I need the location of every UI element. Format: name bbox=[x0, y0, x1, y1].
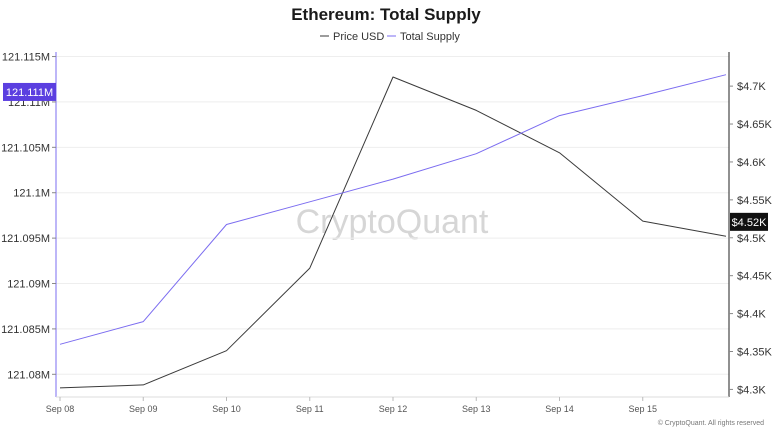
series-line-price bbox=[59, 76, 727, 389]
chart-title: Ethereum: Total Supply bbox=[291, 5, 481, 24]
legend-label-total-supply: Total Supply bbox=[400, 31, 460, 43]
x-tick-label: Sep 13 bbox=[462, 404, 491, 414]
legend-item-total-supply[interactable]: Total Supply bbox=[387, 31, 460, 43]
watermark: CryptoQuant bbox=[296, 203, 489, 241]
y-left-tick-label: 121.1M bbox=[13, 188, 50, 200]
y-left-tick-label: 121.105M bbox=[1, 142, 50, 154]
y-right-tick-label: $4.65K bbox=[737, 119, 773, 131]
x-tick-label: Sep 14 bbox=[545, 404, 574, 414]
y-right-tick-label: $4.7K bbox=[737, 81, 766, 93]
y-right-tick-label: $4.45K bbox=[737, 271, 773, 283]
copyright-notice: © CryptoQuant. All rights reserved bbox=[658, 419, 764, 427]
y-right-tick-label: $4.5K bbox=[737, 233, 766, 245]
current-value-badges: 121.111M $4.52K bbox=[3, 82, 768, 231]
y-right-tick-label: $4.55K bbox=[737, 195, 773, 207]
y-left-tick-label: 121.115M bbox=[2, 52, 50, 64]
current-supply-badge bbox=[3, 82, 56, 101]
y-right-tick-label: $4.3K bbox=[737, 384, 766, 396]
y-axis-right-ticks: $4.3K $4.35K $4.4K $4.45K $4.5K $4.55K $4.6K $4… bbox=[729, 81, 773, 396]
x-tick-label: Sep 12 bbox=[379, 404, 408, 414]
legend-item-price[interactable]: Price USD bbox=[320, 31, 384, 43]
current-price-badge-label: $4.52K bbox=[732, 217, 768, 229]
current-supply-badge-label: 121.111M bbox=[6, 87, 53, 99]
y-left-tick-label: 121.095M bbox=[1, 233, 50, 245]
y-axis-left-ticks: 121.08M 121.085M 121.09M 121.095M 121.1M 121.… bbox=[1, 52, 56, 381]
series-lines bbox=[59, 74, 727, 389]
x-tick-label: Sep 10 bbox=[212, 404, 241, 414]
y-left-tick-label: 121.08M bbox=[7, 369, 50, 381]
legend: Price USD Total Supply bbox=[320, 31, 460, 43]
x-tick-label: Sep 15 bbox=[628, 404, 657, 414]
x-axis-ticks: Sep 08 Sep 09 Sep 10 Sep 11 Sep 12 Sep 13 Sep … bbox=[46, 397, 657, 414]
current-price-badge bbox=[730, 212, 768, 231]
y-left-tick-label: 121.085M bbox=[1, 324, 50, 336]
y-right-tick-label: $4.6K bbox=[737, 157, 766, 169]
y-left-tick-label: 121.09M bbox=[7, 279, 50, 291]
y-right-tick-label: $4.4K bbox=[737, 309, 766, 321]
legend-label-price: Price USD bbox=[333, 31, 384, 43]
x-tick-label: Sep 09 bbox=[129, 404, 158, 414]
x-tick-label: Sep 08 bbox=[46, 404, 75, 414]
y-right-tick-label: $4.35K bbox=[737, 347, 773, 359]
x-tick-label: Sep 11 bbox=[296, 404, 324, 414]
